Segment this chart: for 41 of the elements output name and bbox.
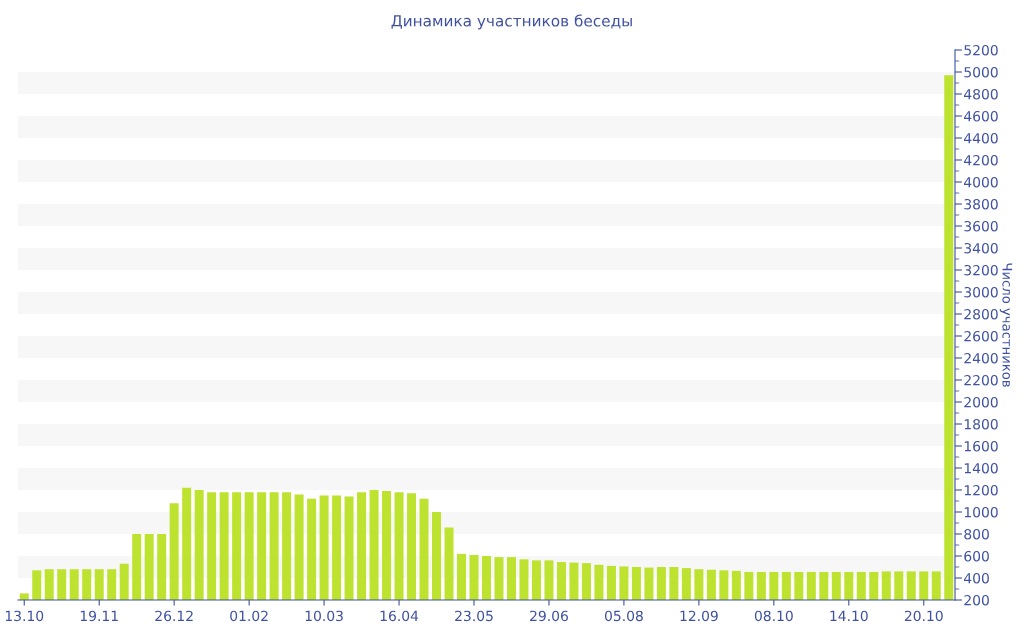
x-tick-label: 23.05: [455, 610, 493, 622]
x-tick-label: 14.10: [830, 610, 868, 622]
y-tick-label: 3800: [964, 198, 998, 210]
y-tick-label: 3600: [964, 220, 998, 232]
x-tick-label: 29.06: [530, 610, 568, 622]
x-tick-label: 19.11: [80, 610, 118, 622]
x-tick-label: 20.10: [904, 610, 943, 622]
y-tick-label: 4600: [964, 110, 998, 122]
y-tick-label: 4000: [964, 176, 998, 188]
x-tick-label: 13.10: [5, 610, 44, 622]
y-tick-label: 800: [964, 528, 989, 540]
x-tick-label: 05.08: [604, 610, 643, 622]
y-tick-label: 2800: [964, 308, 998, 320]
y-tick-label: 2200: [964, 374, 998, 386]
y-tick-label: 200: [964, 594, 989, 606]
y-axis-title: Число участников: [999, 263, 1013, 387]
y-tick-label: 1200: [964, 484, 998, 496]
y-tick-label: 1800: [964, 418, 998, 430]
y-tick-label: 1000: [964, 506, 998, 518]
x-tick-label: 12.09: [680, 610, 718, 622]
x-tick-label: 26.12: [155, 610, 193, 622]
x-tick-label: 16.04: [380, 610, 419, 622]
x-tick-label: 01.02: [230, 610, 268, 622]
y-tick-label: 2600: [964, 330, 998, 342]
y-tick-label: 2000: [964, 396, 998, 408]
y-tick-label: 3200: [964, 264, 998, 276]
chart-title: Динамика участников беседы: [391, 14, 632, 30]
y-tick-label: 4400: [964, 132, 998, 144]
y-tick-label: 3000: [964, 286, 998, 298]
y-tick-label: 2400: [964, 352, 998, 364]
x-tick-label: 08.10: [754, 610, 793, 622]
y-tick-label: 5000: [964, 66, 998, 78]
x-tick-label: 10.03: [305, 610, 343, 622]
y-tick-label: 3400: [964, 242, 998, 254]
y-tick-label: 4800: [964, 88, 998, 100]
y-tick-label: 1600: [964, 440, 998, 452]
y-tick-label: 400: [964, 572, 989, 584]
y-tick-label: 4200: [964, 154, 998, 166]
y-tick-label: 1400: [964, 462, 998, 474]
y-tick-label: 5200: [964, 44, 998, 56]
y-tick-label: 600: [964, 550, 989, 562]
